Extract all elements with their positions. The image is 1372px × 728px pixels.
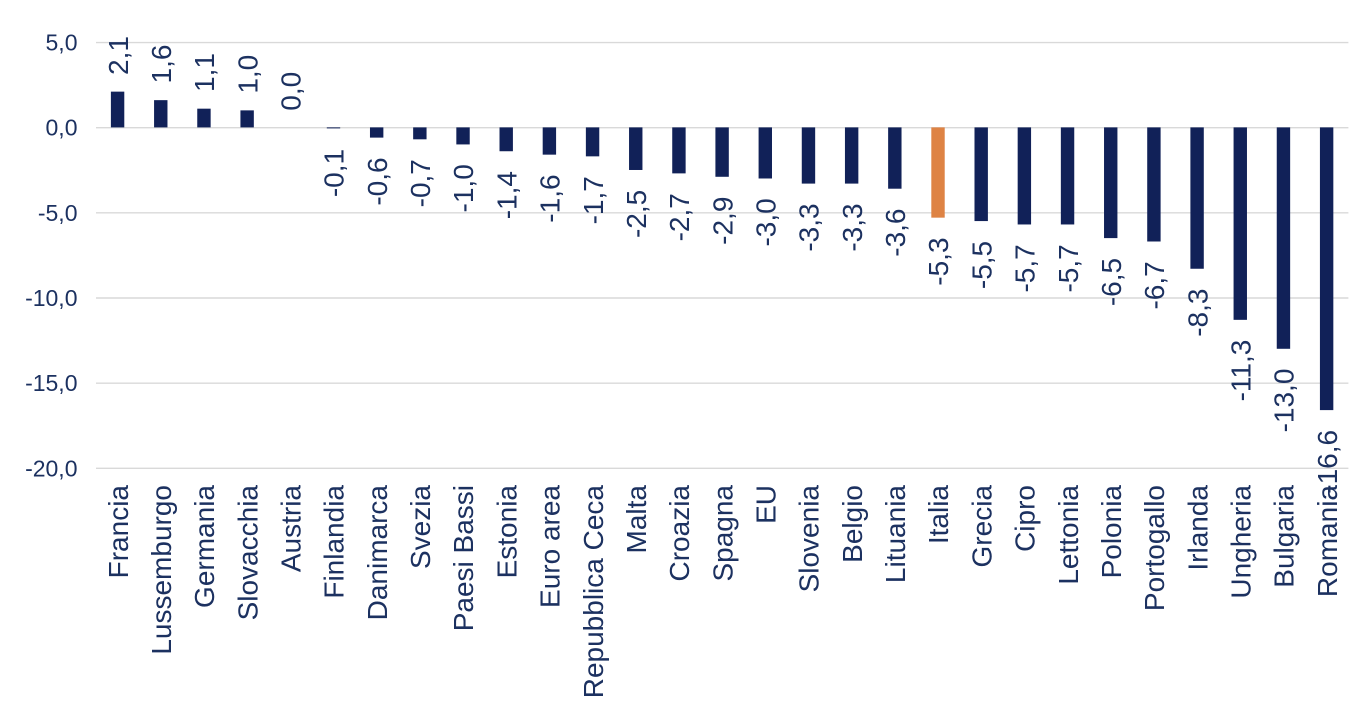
svg-text:Bulgaria: Bulgaria bbox=[1269, 485, 1300, 588]
svg-text:-10,0: -10,0 bbox=[25, 285, 77, 311]
svg-text:-20,0: -20,0 bbox=[25, 455, 77, 481]
svg-text:-5,0: -5,0 bbox=[38, 200, 78, 226]
svg-text:0,0: 0,0 bbox=[276, 72, 307, 111]
svg-text:-5,5: -5,5 bbox=[966, 241, 997, 289]
svg-text:Portogallo: Portogallo bbox=[1139, 485, 1170, 611]
svg-text:-6,5: -6,5 bbox=[1096, 258, 1127, 306]
svg-text:Grecia: Grecia bbox=[966, 485, 997, 568]
svg-text:-2,5: -2,5 bbox=[621, 190, 652, 238]
svg-text:5,0: 5,0 bbox=[46, 30, 78, 56]
svg-text:-3,3: -3,3 bbox=[794, 203, 825, 251]
svg-text:Spagna: Spagna bbox=[707, 485, 738, 582]
svg-text:Svezia: Svezia bbox=[405, 485, 436, 569]
svg-text:Slovacchia: Slovacchia bbox=[232, 485, 263, 621]
svg-text:Romania: Romania bbox=[1312, 485, 1343, 597]
svg-text:Austria: Austria bbox=[276, 485, 307, 573]
svg-text:Croazia: Croazia bbox=[664, 485, 695, 582]
svg-text:Italia: Italia bbox=[923, 485, 954, 545]
svg-text:Slovenia: Slovenia bbox=[794, 485, 825, 593]
svg-text:1,0: 1,0 bbox=[232, 55, 263, 94]
svg-text:-5,7: -5,7 bbox=[1010, 244, 1041, 292]
svg-text:Paesi Bassi: Paesi Bassi bbox=[448, 485, 479, 631]
svg-text:1,6: 1,6 bbox=[146, 45, 177, 84]
svg-text:-5,7: -5,7 bbox=[1053, 244, 1084, 292]
svg-text:-13,0: -13,0 bbox=[1269, 369, 1300, 433]
svg-text:-16,6: -16,6 bbox=[1312, 430, 1343, 494]
svg-text:Francia: Francia bbox=[103, 485, 134, 579]
svg-text:Irlanda: Irlanda bbox=[1182, 485, 1213, 571]
svg-text:Estonia: Estonia bbox=[491, 485, 522, 579]
svg-text:-0,6: -0,6 bbox=[362, 157, 393, 205]
svg-text:Ungheria: Ungheria bbox=[1225, 485, 1256, 599]
svg-text:-2,7: -2,7 bbox=[664, 193, 695, 241]
svg-text:-6,7: -6,7 bbox=[1139, 261, 1170, 309]
svg-text:Lettonia: Lettonia bbox=[1053, 485, 1084, 585]
svg-text:Finlandia: Finlandia bbox=[319, 485, 350, 599]
svg-text:-11,3: -11,3 bbox=[1225, 340, 1256, 402]
svg-text:1,1: 1,1 bbox=[189, 53, 220, 92]
svg-text:Polonia: Polonia bbox=[1096, 485, 1127, 579]
svg-text:2,1: 2,1 bbox=[103, 36, 134, 75]
svg-text:-1,4: -1,4 bbox=[491, 171, 522, 219]
svg-text:-3,6: -3,6 bbox=[880, 209, 911, 257]
svg-text:Cipro: Cipro bbox=[1010, 485, 1041, 552]
svg-text:-15,0: -15,0 bbox=[25, 370, 77, 396]
svg-text:-3,0: -3,0 bbox=[750, 198, 781, 246]
svg-text:-1,7: -1,7 bbox=[578, 176, 609, 224]
svg-text:Malta: Malta bbox=[621, 485, 652, 554]
svg-text:EU: EU bbox=[750, 485, 781, 524]
svg-text:-3,3: -3,3 bbox=[837, 203, 868, 251]
svg-text:0,0: 0,0 bbox=[46, 115, 78, 141]
svg-text:-0,1: -0,1 bbox=[319, 149, 350, 197]
svg-text:-2,9: -2,9 bbox=[707, 197, 738, 245]
svg-text:-8,3: -8,3 bbox=[1182, 289, 1213, 337]
svg-text:Euro area: Euro area bbox=[535, 485, 566, 608]
svg-text:-1,0: -1,0 bbox=[448, 164, 479, 212]
svg-text:Belgio: Belgio bbox=[837, 485, 868, 563]
svg-text:Lussemburgo: Lussemburgo bbox=[146, 485, 177, 655]
svg-text:Repubblica Ceca: Repubblica Ceca bbox=[578, 485, 609, 699]
svg-text:Lituania: Lituania bbox=[880, 485, 911, 584]
svg-text:Germania: Germania bbox=[189, 485, 220, 608]
svg-text:Danimarca: Danimarca bbox=[362, 485, 393, 621]
svg-text:-0,7: -0,7 bbox=[405, 159, 436, 207]
svg-text:-5,3: -5,3 bbox=[923, 237, 954, 285]
svg-text:-1,6: -1,6 bbox=[535, 174, 566, 222]
